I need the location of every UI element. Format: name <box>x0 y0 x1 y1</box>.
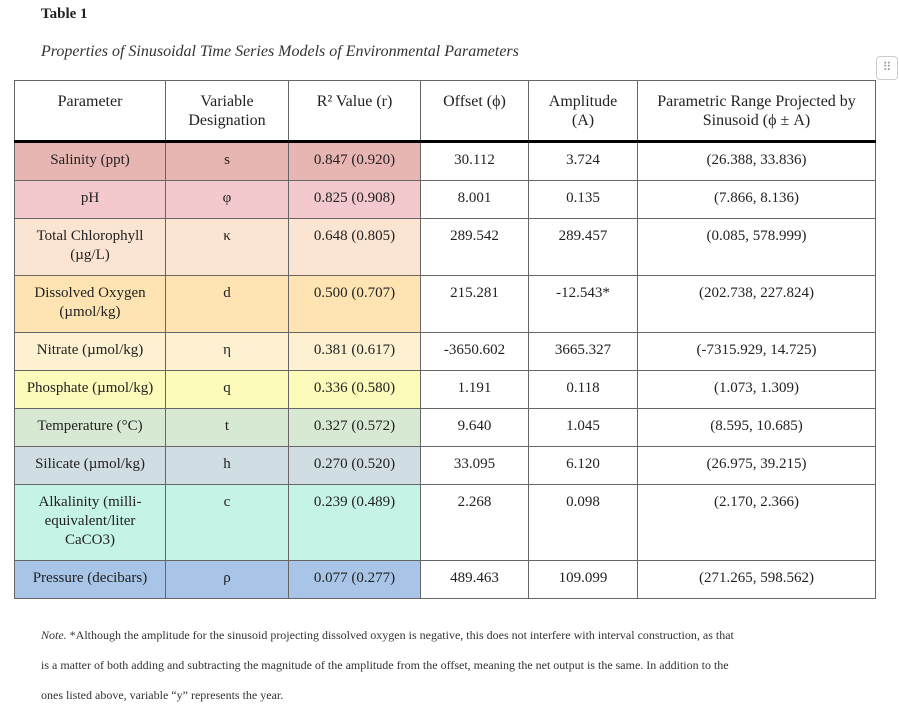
note-text: is a matter of both adding and subtracti… <box>41 658 729 672</box>
table-cell: 215.281 <box>420 275 529 333</box>
table-row: pH φ 0.825 (0.908) 8.001 0.135 (7.866, 8.136) <box>14 180 876 219</box>
table-cell: (2.170, 2.366) <box>637 484 876 561</box>
drag-handle[interactable]: ⠿ <box>876 56 898 80</box>
table-cell: (0.085, 578.999) <box>637 218 876 276</box>
header-cell: Parameter <box>14 80 166 143</box>
table-cell: Nitrate (µmol/kg) <box>14 332 166 371</box>
note-text: ones listed above, variable “y” represen… <box>41 688 284 702</box>
table-cell: 0.825 (0.908) <box>288 180 421 219</box>
table-cell: c <box>165 484 289 561</box>
table-cell: 0.336 (0.580) <box>288 370 421 409</box>
header-cell: Parametric Range Projected by Sinusoid (… <box>637 80 876 143</box>
table-note: Note. *Although the amplitude for the sin… <box>41 620 734 710</box>
table-cell: (-7315.929, 14.725) <box>637 332 876 371</box>
header-cell: Amplitude (A) <box>528 80 638 143</box>
table-cell: 489.463 <box>420 560 529 599</box>
table-cell: 0.239 (0.489) <box>288 484 421 561</box>
table-cell: t <box>165 408 289 447</box>
table-cell: Pressure (decibars) <box>14 560 166 599</box>
table-cell: 109.099 <box>528 560 638 599</box>
table-cell: Total Chlorophyll (µg/L) <box>14 218 166 276</box>
table-cell: (7.866, 8.136) <box>637 180 876 219</box>
table-cell: κ <box>165 218 289 276</box>
table-row: Total Chlorophyll (µg/L) κ 0.648 (0.805) 28… <box>14 218 876 276</box>
header-cell: R² Value (r) <box>288 80 421 143</box>
table-cell: Alkalinity (milli-equivalent/liter CaCO3… <box>14 484 166 561</box>
table-row: Nitrate (µmol/kg) η 0.381 (0.617) -3650.602… <box>14 332 876 371</box>
table-cell: Salinity (ppt) <box>14 141 166 181</box>
table-row: Salinity (ppt) s 0.847 (0.920) 30.112 3.724(… <box>14 141 876 181</box>
table-cell: 0.847 (0.920) <box>288 141 421 181</box>
note-text: *Although the amplitude for the sinusoid… <box>69 628 734 642</box>
table-cell: (202.738, 227.824) <box>637 275 876 333</box>
table-cell: 6.120 <box>528 446 638 485</box>
table-cell: 9.640 <box>420 408 529 447</box>
table-cell: 0.077 (0.277) <box>288 560 421 599</box>
table-cell: (8.595, 10.685) <box>637 408 876 447</box>
table-cell: 0.327 (0.572) <box>288 408 421 447</box>
table-cell: ρ <box>165 560 289 599</box>
table-cell: Dissolved Oxygen (µmol/kg) <box>14 275 166 333</box>
table-cell: 1.191 <box>420 370 529 409</box>
table-cell: s <box>165 141 289 181</box>
table-cell: 289.457 <box>528 218 638 276</box>
table-cell: (26.388, 33.836) <box>637 141 876 181</box>
table-row: Phosphate (µmol/kg) q 0.336 (0.580) 1.191 0.… <box>14 370 876 409</box>
table-row: Dissolved Oxygen (µmol/kg) d 0.500 (0.707)… <box>14 275 876 333</box>
table-cell: η <box>165 332 289 371</box>
table-cell: 33.095 <box>420 446 529 485</box>
table-cell: 0.270 (0.520) <box>288 446 421 485</box>
table-cell: φ <box>165 180 289 219</box>
table-cell: 0.500 (0.707) <box>288 275 421 333</box>
table-cell: 30.112 <box>420 141 529 181</box>
header-cell: Offset (ϕ) <box>420 80 529 143</box>
table-cell: 0.381 (0.617) <box>288 332 421 371</box>
table-cell: -3650.602 <box>420 332 529 371</box>
table-cell: 0.135 <box>528 180 638 219</box>
table-cell: 1.045 <box>528 408 638 447</box>
note-line: Note. *Although the amplitude for the sin… <box>41 620 734 650</box>
table-cell: 8.001 <box>420 180 529 219</box>
table-cell: Silicate (µmol/kg) <box>14 446 166 485</box>
table-row: Silicate (µmol/kg) h 0.270 (0.520) 33.095 6.… <box>14 446 876 485</box>
table-cell: d <box>165 275 289 333</box>
table-cell: (271.265, 598.562) <box>637 560 876 599</box>
table-cell: (1.073, 1.309) <box>637 370 876 409</box>
note-label: Note. <box>41 628 67 642</box>
header-cell: Variable Designation <box>165 80 289 143</box>
table-cell: 2.268 <box>420 484 529 561</box>
table-cell: q <box>165 370 289 409</box>
table-cell: 0.118 <box>528 370 638 409</box>
table-cell: 0.098 <box>528 484 638 561</box>
table-cell: 0.648 (0.805) <box>288 218 421 276</box>
table-row: Alkalinity (milli-equivalent/liter CaCO3… <box>14 484 876 561</box>
header-row: Parameter Variable Designation R² Value (r… <box>14 80 876 143</box>
table-cell: 289.542 <box>420 218 529 276</box>
table-cell: Temperature (°C) <box>14 408 166 447</box>
table-cell: h <box>165 446 289 485</box>
note-line: ones listed above, variable “y” represen… <box>41 680 734 710</box>
table-subtitle: Properties of Sinusoidal Time Series Mod… <box>41 43 519 60</box>
data-table: Parameter Variable Designation R² Value (r… <box>14 80 876 599</box>
table-cell: -12.543* <box>528 275 638 333</box>
table-title: Table 1 <box>41 6 88 22</box>
table-cell: pH <box>14 180 166 219</box>
table-cell: (26.975, 39.215) <box>637 446 876 485</box>
table-cell: 3665.327 <box>528 332 638 371</box>
table-cell: Phosphate (µmol/kg) <box>14 370 166 409</box>
table-cell: 3.724 <box>528 141 638 181</box>
note-line: is a matter of both adding and subtracti… <box>41 650 734 680</box>
table-row: Temperature (°C) t 0.327 (0.572) 9.640 1.045… <box>14 408 876 447</box>
table-row: Pressure (decibars) ρ 0.077 (0.277) 489.463… <box>14 560 876 599</box>
